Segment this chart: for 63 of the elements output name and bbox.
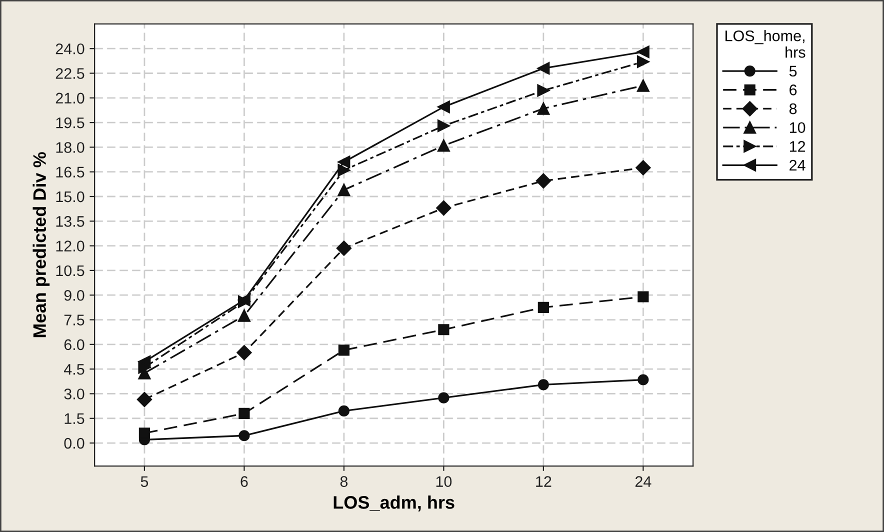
- point: [338, 156, 350, 168]
- point: [138, 355, 151, 368]
- point: [436, 200, 452, 216]
- point: [638, 291, 649, 302]
- legend-label: 8: [789, 103, 797, 114]
- point: [238, 430, 250, 442]
- y-tick-label: 19.5: [56, 117, 84, 128]
- y-tick-label: 16.5: [56, 166, 84, 178]
- point: [438, 392, 450, 404]
- point: [338, 164, 350, 176]
- point: [538, 379, 549, 390]
- y-tick-label: 1.5: [64, 413, 84, 424]
- y-tick-label: 3.0: [64, 388, 84, 400]
- y-axis-title: Mean predicted Div %: [32, 152, 50, 338]
- point: [636, 46, 650, 58]
- x-tick-label: 6: [240, 476, 248, 487]
- point: [438, 324, 450, 336]
- y-tick-label: 6.0: [64, 339, 84, 350]
- x-tick-label: 5: [140, 476, 148, 487]
- y-tick-label: 22.5: [56, 68, 84, 79]
- legend-label: 6: [790, 84, 797, 96]
- y-tick-label: 4.5: [64, 364, 84, 375]
- point: [138, 428, 150, 439]
- point: [636, 55, 650, 68]
- x-tick-label: 24: [635, 476, 652, 487]
- point: [638, 374, 649, 386]
- point: [437, 139, 450, 152]
- point: [136, 392, 152, 408]
- y-tick-label: 9.0: [64, 290, 84, 301]
- y-tick-label: 18.0: [56, 142, 84, 153]
- x-axis-title: LOS_adm, hrs: [334, 496, 454, 512]
- legend-label: 10: [790, 122, 806, 134]
- point: [238, 408, 250, 419]
- point: [537, 84, 550, 97]
- point: [636, 79, 650, 92]
- point: [536, 173, 552, 188]
- x-tick-label: 10: [436, 476, 452, 487]
- point: [538, 302, 549, 313]
- point: [437, 120, 450, 132]
- y-tick-label: 21.0: [56, 92, 84, 104]
- point: [537, 102, 550, 115]
- y-tick-label: 12.0: [56, 240, 84, 252]
- point: [338, 405, 350, 417]
- legend-label: 24: [790, 160, 806, 171]
- y-tick-label: 0.0: [64, 438, 84, 449]
- y-tick-label: 7.5: [64, 314, 84, 326]
- legend-label: 5: [789, 66, 797, 77]
- point: [338, 344, 350, 356]
- y-tick-label: 13.5: [56, 216, 84, 227]
- y-tick-label: 15.0: [56, 191, 84, 202]
- legend-label: 12: [790, 141, 806, 152]
- x-tick-label: 8: [340, 476, 348, 487]
- point: [236, 345, 252, 360]
- point: [238, 309, 250, 322]
- point: [437, 100, 450, 114]
- legend-title: LOS_home, hrs: [726, 30, 806, 58]
- y-tick-label: 10.5: [56, 265, 84, 276]
- point: [636, 160, 651, 176]
- point: [336, 240, 352, 256]
- point: [338, 184, 350, 196]
- x-tick-label: 12: [536, 476, 552, 487]
- point: [537, 62, 550, 75]
- y-tick-label: 24.0: [56, 43, 84, 54]
